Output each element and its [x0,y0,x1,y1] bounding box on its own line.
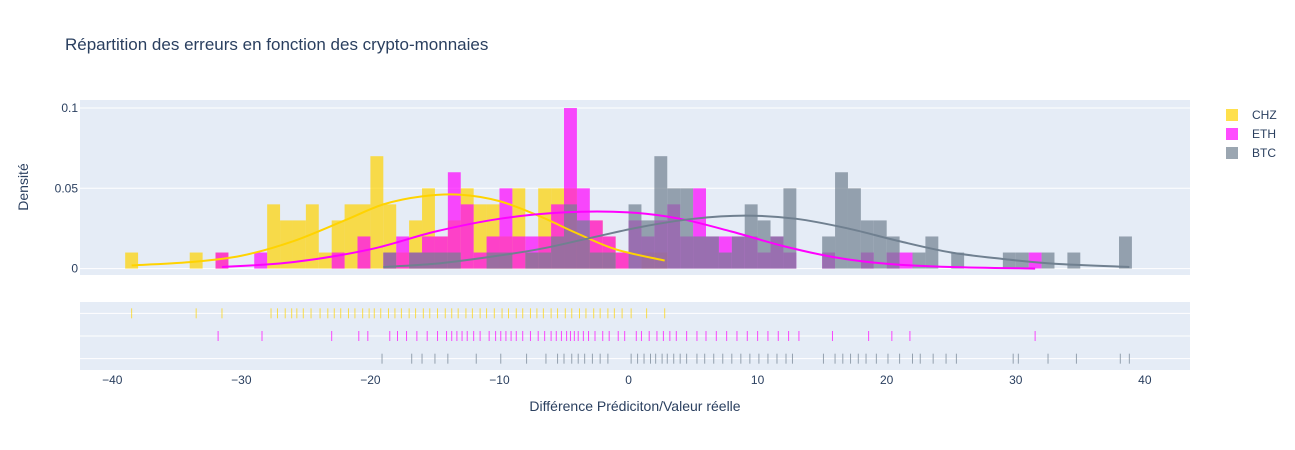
rug-gridlines [80,312,1190,360]
histogram-bar-btc [822,236,836,269]
x-tick-label: 10 [751,373,765,387]
histogram-bar-eth [215,252,229,269]
histogram-bar-eth [1028,252,1042,269]
x-tick-label: −10 [489,373,510,387]
histogram-bar-btc [912,252,926,269]
histogram-bar-btc [576,220,590,269]
histogram-bar-btc [1067,252,1081,269]
histogram-bar-btc [667,188,681,269]
histogram-bar-btc [422,252,435,269]
legend-item-chz[interactable]: CHZ [1226,108,1277,122]
legend-item-btc[interactable]: BTC [1226,146,1276,160]
histogram-bar-btc [886,236,900,269]
x-tick-label: 30 [1009,373,1023,387]
histogram-bar-chz [125,252,139,269]
histogram-bar-btc [718,252,732,269]
histogram-bar-btc [654,156,668,269]
histogram-bar-eth [447,172,461,269]
x-tick-label: −40 [102,373,123,387]
x-axis-tick-labels: −40 −30 −20 −10 0 10 20 30 40 [102,373,1152,387]
histogram-bar-eth [460,204,474,269]
x-tick-label: −20 [360,373,381,387]
histogram-bar-btc [589,252,603,269]
legend-label: BTC [1252,146,1276,160]
histogram-bar-btc [434,252,448,269]
density-curve-eth [221,210,1036,270]
legend-label: CHZ [1252,108,1277,122]
histogram-bar-btc [1041,252,1055,269]
histogram-bar-eth [396,236,410,269]
histogram-bar-eth [357,236,371,269]
histogram-bar-btc [538,252,552,269]
x-tick-label: 40 [1138,373,1152,387]
y-axis-title: Densité [15,163,31,211]
x-tick-label: −30 [231,373,252,387]
histogram-bar-btc [680,188,694,269]
histogram-bar-chz [305,204,319,269]
histogram-bar-btc [783,188,797,269]
histogram-bar-btc [925,236,939,269]
histogram-bar-chz [370,156,384,269]
histogram-bar-btc [564,204,577,269]
histogram-bar-btc [835,172,848,269]
legend-swatch [1226,147,1238,159]
histogram-bar-btc [499,252,513,269]
histogram-bar-btc [447,252,461,269]
histogram-bar-chz [292,220,306,269]
histogram-bar-btc [757,220,771,269]
legend-label: ETH [1252,127,1276,141]
histogram-bar-chz [267,204,281,269]
density-curve-chz [131,193,665,267]
x-tick-label: 0 [625,373,632,387]
histogram-bar-eth [499,188,513,269]
chart-title: Répartition des erreurs en fonction des … [65,35,488,54]
y-tick-label: 0 [71,262,78,276]
legend-swatch [1226,109,1238,121]
histogram-bar-btc [525,252,539,269]
histogram-bar-btc [641,220,655,269]
histogram-bar-btc [602,252,616,269]
y-tick-label: 0.1 [61,101,78,115]
histogram-bar-chz [189,252,203,269]
density-curves [131,193,1130,270]
histogram-bar-eth [615,252,629,269]
legend[interactable]: CHZ ETH BTC [1226,108,1277,160]
histogram-bar-btc [731,236,745,269]
x-tick-label: 20 [880,373,894,387]
x-axis-title: Différence Prédiciton/Valeur réelle [529,398,740,414]
legend-swatch [1226,128,1238,140]
rug-marks [131,308,1130,364]
histogram-bar-btc [873,220,887,269]
legend-item-eth[interactable]: ETH [1226,127,1276,141]
histogram-bar-btc [551,236,565,269]
histogram-bar-btc [693,236,706,269]
y-axis-tick-labels: 0 0.05 0.1 [55,101,79,276]
histogram-bar-btc [951,252,965,269]
y-tick-label: 0.05 [55,181,79,195]
histogram-bar-eth [254,252,268,269]
density-curve-btc [383,214,1130,268]
histogram-bar-btc [1119,236,1132,269]
histogram-bar-btc [847,188,861,269]
histogram-bar-btc [705,236,719,269]
histogram-bar-btc [383,252,397,269]
histogram-bar-chz [344,204,358,269]
histogram-bar-chz [318,252,332,269]
histogram-bar-btc [770,236,784,269]
histogram-bar-eth [473,252,487,269]
